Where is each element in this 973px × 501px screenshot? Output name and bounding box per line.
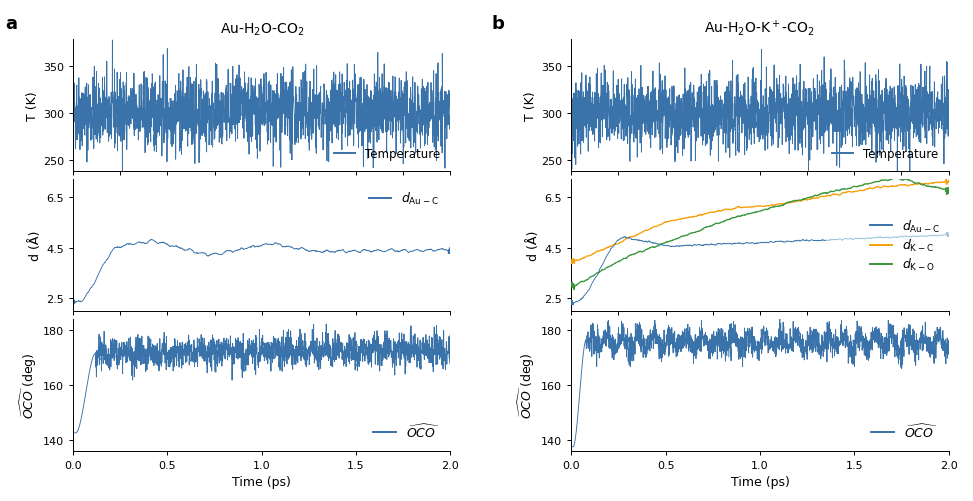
Y-axis label: d (Å): d (Å)	[527, 230, 540, 261]
Y-axis label: T (K): T (K)	[523, 91, 537, 121]
Legend: $\widehat{OCO}$: $\widehat{OCO}$	[368, 417, 445, 445]
Title: Au-H$_2$O-K$^+$-CO$_2$: Au-H$_2$O-K$^+$-CO$_2$	[704, 19, 815, 38]
Legend: Temperature: Temperature	[329, 143, 445, 166]
Legend: $d_{\mathregular{Au-C}}$, $d_{\mathregular{K-C}}$, $d_{\mathregular{K-O}}$: $d_{\mathregular{Au-C}}$, $d_{\mathregul…	[865, 213, 945, 278]
Title: Au-H$_2$O-CO$_2$: Au-H$_2$O-CO$_2$	[220, 21, 304, 38]
Legend: Temperature: Temperature	[827, 143, 943, 166]
Y-axis label: $\widehat{OCO}$ (deg): $\widehat{OCO}$ (deg)	[18, 352, 39, 418]
Y-axis label: $\widehat{OCO}$ (deg): $\widehat{OCO}$ (deg)	[517, 352, 537, 418]
X-axis label: Time (ps): Time (ps)	[233, 475, 291, 488]
Legend: $d_{\mathregular{Au-C}}$: $d_{\mathregular{Au-C}}$	[364, 186, 445, 212]
Y-axis label: T (K): T (K)	[25, 91, 39, 121]
Y-axis label: d (Å): d (Å)	[29, 230, 42, 261]
X-axis label: Time (ps): Time (ps)	[731, 475, 789, 488]
Legend: $\widehat{OCO}$: $\widehat{OCO}$	[866, 417, 943, 445]
Text: a: a	[5, 15, 17, 33]
Text: b: b	[491, 15, 504, 33]
